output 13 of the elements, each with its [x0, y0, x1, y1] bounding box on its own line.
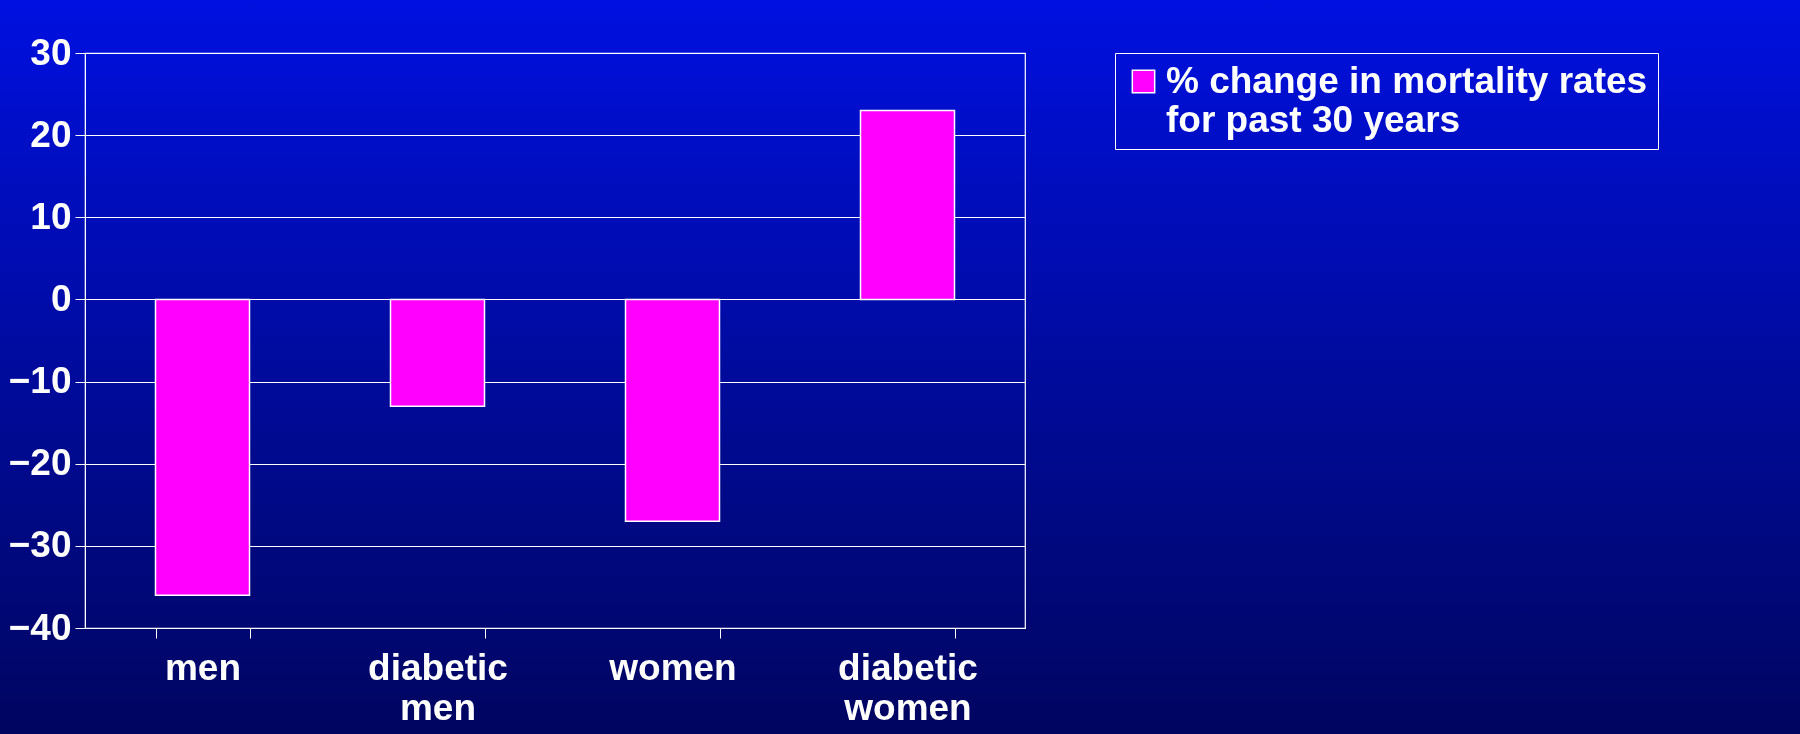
- y-tick-label: −10: [8, 360, 72, 402]
- x-tick-label: women: [608, 646, 737, 688]
- legend-label: % change in mortality rates for past 30 years: [1166, 59, 1648, 140]
- y-tick-label: −20: [8, 442, 72, 484]
- y-tick-label: −30: [8, 524, 72, 566]
- y-tick-label: 20: [30, 113, 72, 155]
- y-tick-label: 0: [50, 277, 72, 319]
- y-tick-label: 30: [30, 31, 72, 73]
- x-tick-label: men: [164, 646, 242, 688]
- x-tick-label: diabetic women: [838, 646, 978, 728]
- y-tick-label: −40: [8, 606, 72, 648]
- x-tick-label: diabetic men: [368, 646, 508, 728]
- y-tick-label: 10: [30, 195, 72, 237]
